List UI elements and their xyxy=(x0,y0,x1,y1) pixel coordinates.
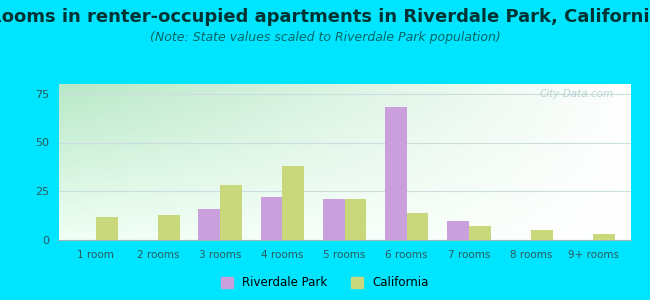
Bar xyxy=(261,197,282,240)
Text: City-Data.com: City-Data.com xyxy=(540,89,614,99)
Bar xyxy=(531,230,552,240)
Bar xyxy=(593,234,615,240)
Bar xyxy=(385,107,407,240)
Text: (Note: State values scaled to Riverdale Park population): (Note: State values scaled to Riverdale … xyxy=(150,32,500,44)
Bar xyxy=(220,185,242,240)
Bar xyxy=(344,199,366,240)
Bar xyxy=(158,215,180,240)
Bar xyxy=(282,166,304,240)
Bar xyxy=(198,209,220,240)
Bar xyxy=(469,226,491,240)
Bar xyxy=(447,220,469,240)
Text: Rooms in renter-occupied apartments in Riverdale Park, California: Rooms in renter-occupied apartments in R… xyxy=(0,8,650,26)
Bar xyxy=(407,213,428,240)
Bar xyxy=(96,217,118,240)
Bar xyxy=(323,199,345,240)
Legend: Riverdale Park, California: Riverdale Park, California xyxy=(216,272,434,294)
